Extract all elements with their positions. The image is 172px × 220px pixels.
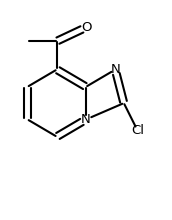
Text: N: N [81,113,91,126]
Text: Cl: Cl [131,124,144,137]
Text: O: O [81,21,91,34]
Text: N: N [110,63,120,76]
